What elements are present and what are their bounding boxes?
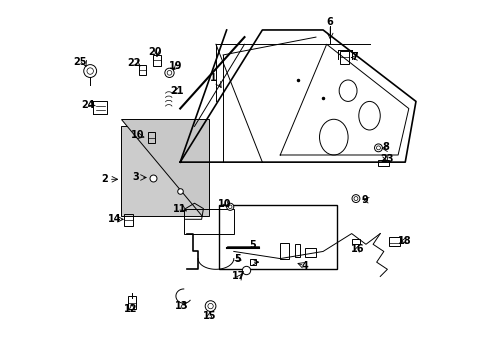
Bar — [148, 132, 155, 143]
Bar — [280, 243, 288, 258]
Bar — [294, 244, 299, 257]
Text: 24: 24 — [81, 100, 95, 110]
Circle shape — [83, 64, 97, 77]
Text: 12: 12 — [124, 304, 137, 314]
Circle shape — [226, 203, 233, 210]
Text: 23: 23 — [379, 154, 393, 164]
Circle shape — [164, 68, 174, 77]
Circle shape — [374, 144, 382, 152]
Text: 1: 1 — [209, 73, 216, 83]
Text: 10: 10 — [218, 199, 231, 209]
Bar — [124, 213, 132, 226]
Text: 22: 22 — [127, 58, 141, 68]
Text: 2: 2 — [101, 174, 108, 184]
Text: 4: 4 — [301, 261, 307, 271]
Text: 16: 16 — [350, 244, 364, 253]
Circle shape — [205, 301, 216, 311]
Text: 5: 5 — [248, 240, 255, 250]
Bar — [153, 55, 160, 66]
Text: 20: 20 — [148, 47, 162, 57]
Bar — [219, 205, 337, 269]
Polygon shape — [121, 126, 201, 216]
Bar — [183, 208, 233, 234]
Bar — [127, 296, 136, 309]
Text: 6: 6 — [326, 17, 333, 27]
Text: 17: 17 — [232, 271, 245, 282]
Text: 3: 3 — [132, 172, 139, 183]
Text: 9: 9 — [361, 195, 368, 204]
Circle shape — [351, 195, 359, 203]
Text: 15: 15 — [203, 311, 216, 321]
Text: 10: 10 — [130, 130, 144, 140]
Text: 8: 8 — [382, 142, 388, 152]
Text: 5: 5 — [233, 254, 240, 264]
Text: 13: 13 — [175, 301, 188, 311]
Text: 21: 21 — [170, 86, 183, 96]
Bar — [139, 64, 146, 75]
Bar — [388, 237, 399, 246]
Bar — [378, 160, 388, 166]
Text: 14: 14 — [108, 214, 122, 224]
Text: 11: 11 — [172, 203, 186, 213]
Polygon shape — [121, 119, 208, 216]
Bar — [351, 239, 359, 244]
Text: 25: 25 — [73, 57, 87, 67]
Text: 18: 18 — [398, 237, 411, 247]
Bar — [340, 51, 348, 64]
Text: 19: 19 — [169, 62, 183, 71]
Text: 7: 7 — [350, 53, 357, 63]
Bar — [305, 248, 315, 257]
